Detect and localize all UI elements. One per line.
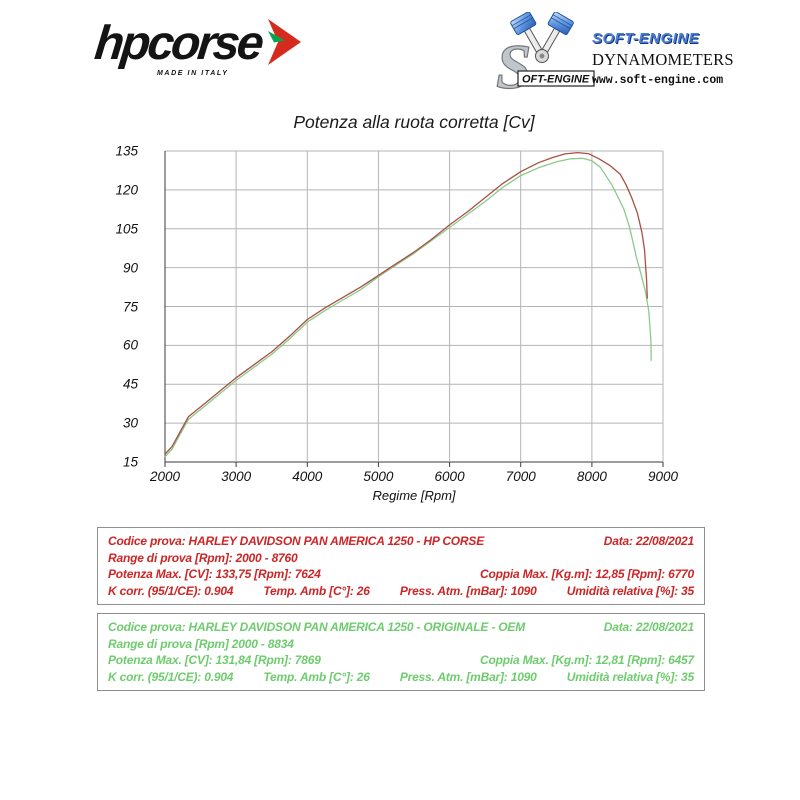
result-box-hpcorse: Codice prova: HARLEY DAVIDSON PAN AMERIC…: [97, 527, 705, 605]
x-axis-title: Regime [Rpm]: [372, 488, 456, 503]
hpcorse-data: Data: 22/08/2021: [603, 534, 694, 548]
x-tick-label: 9000: [647, 469, 679, 484]
hpcorse-temp-amb: Temp. Amb [C°]: 26: [263, 583, 370, 598]
oem-coppia-max: Coppia Max. [Kg.m]: 12,81 [Rpm]: 6457: [480, 653, 694, 667]
softengine-subtitle: DYNAMOMETERS: [592, 50, 734, 69]
hpcorse-k-corr: K corr. (95/1/CE): 0.904: [108, 583, 234, 598]
y-tick-label: 45: [122, 376, 138, 392]
oem-k-corr: K corr. (95/1/CE): 0.904: [108, 669, 234, 684]
oem-umidita: Umidità relativa [%]: 35: [566, 669, 694, 684]
x-axis-labels: 2000 3000 4000 5000 6000 7000 8000 9000: [150, 469, 678, 485]
y-tick-label: 105: [115, 221, 138, 237]
x-tick-label: 3000: [221, 469, 252, 484]
hpcorse-potenza-max: Potenza Max. [CV]: 133,75 [Rpm]: 7624: [108, 567, 321, 581]
y-axis-labels: 15 30 45 60 75 90 105 120 135: [108, 144, 138, 470]
oem-temp-amb: Temp. Amb [C°]: 26: [263, 669, 370, 684]
softengine-badge-text: OFT-ENGINE: [522, 74, 590, 86]
y-tick-label: 15: [122, 454, 138, 470]
hpcorse-arrow-icon: [267, 19, 301, 65]
hpcorse-codice-prova: Codice prova: HARLEY DAVIDSON PAN AMERIC…: [108, 534, 484, 548]
x-tick-label: 7000: [505, 469, 536, 484]
hpcorse-tagline: MADE IN ITALY: [157, 70, 229, 77]
chart-title: Potenza alla ruota corretta [Cv]: [293, 112, 535, 132]
y-tick-label: 135: [115, 143, 138, 159]
hpcorse-logo: hpcorse MADE IN ITALY: [92, 17, 325, 100]
softengine-pistons-icon: S OFT-ENGINE: [496, 12, 595, 94]
x-tick-label: 5000: [363, 469, 394, 484]
y-tick-label: 90: [122, 260, 138, 276]
x-tick-label: 8000: [576, 469, 607, 484]
result-box-oem: Codice prova: HARLEY DAVIDSON PAN AMERIC…: [97, 613, 705, 691]
softengine-logo: S OFT-ENGINE SOFT-ENGINE DYNAMOMETERS ww…: [496, 12, 734, 97]
softengine-title: SOFT-ENGINE: [592, 30, 700, 47]
oem-potenza-max: Potenza Max. [CV]: 131,84 [Rpm]: 7869: [108, 653, 321, 667]
x-tick-label: 2000: [149, 469, 181, 484]
oem-data: Data: 22/08/2021: [603, 620, 694, 634]
y-tick-label: 30: [122, 415, 138, 431]
oem-codice-prova: Codice prova: HARLEY DAVIDSON PAN AMERIC…: [108, 620, 526, 634]
y-tick-label: 120: [115, 182, 138, 198]
x-tick-label: 4000: [292, 469, 323, 484]
oem-range: Range di prova [Rpm] 2000 - 8834: [108, 636, 294, 651]
hpcorse-umidita: Umidità relativa [%]: 35: [566, 583, 694, 598]
plot-area: [164, 150, 664, 467]
hpcorse-logo-text: hpcorse: [92, 17, 264, 70]
hpcorse-press-atm: Press. Atm. [mBar]: 1090: [399, 583, 537, 598]
softengine-url[interactable]: www.soft-engine.com: [592, 74, 724, 87]
y-tick-label: 60: [122, 337, 138, 353]
oem-press-atm: Press. Atm. [mBar]: 1090: [399, 669, 537, 684]
hpcorse-range: Range di prova [Rpm]: 2000 - 8760: [108, 550, 298, 565]
y-tick-label: 75: [122, 299, 138, 314]
dyno-chart: 15 30 45 60 75 90 105 120 135 2000 3000 4000 5000 60…: [115, 144, 678, 504]
x-tick-label: 6000: [434, 469, 465, 484]
hpcorse-coppia-max: Coppia Max. [Kg.m]: 12,85 [Rpm]: 6770: [480, 567, 694, 581]
softengine-s-glyph: S: [496, 31, 532, 94]
